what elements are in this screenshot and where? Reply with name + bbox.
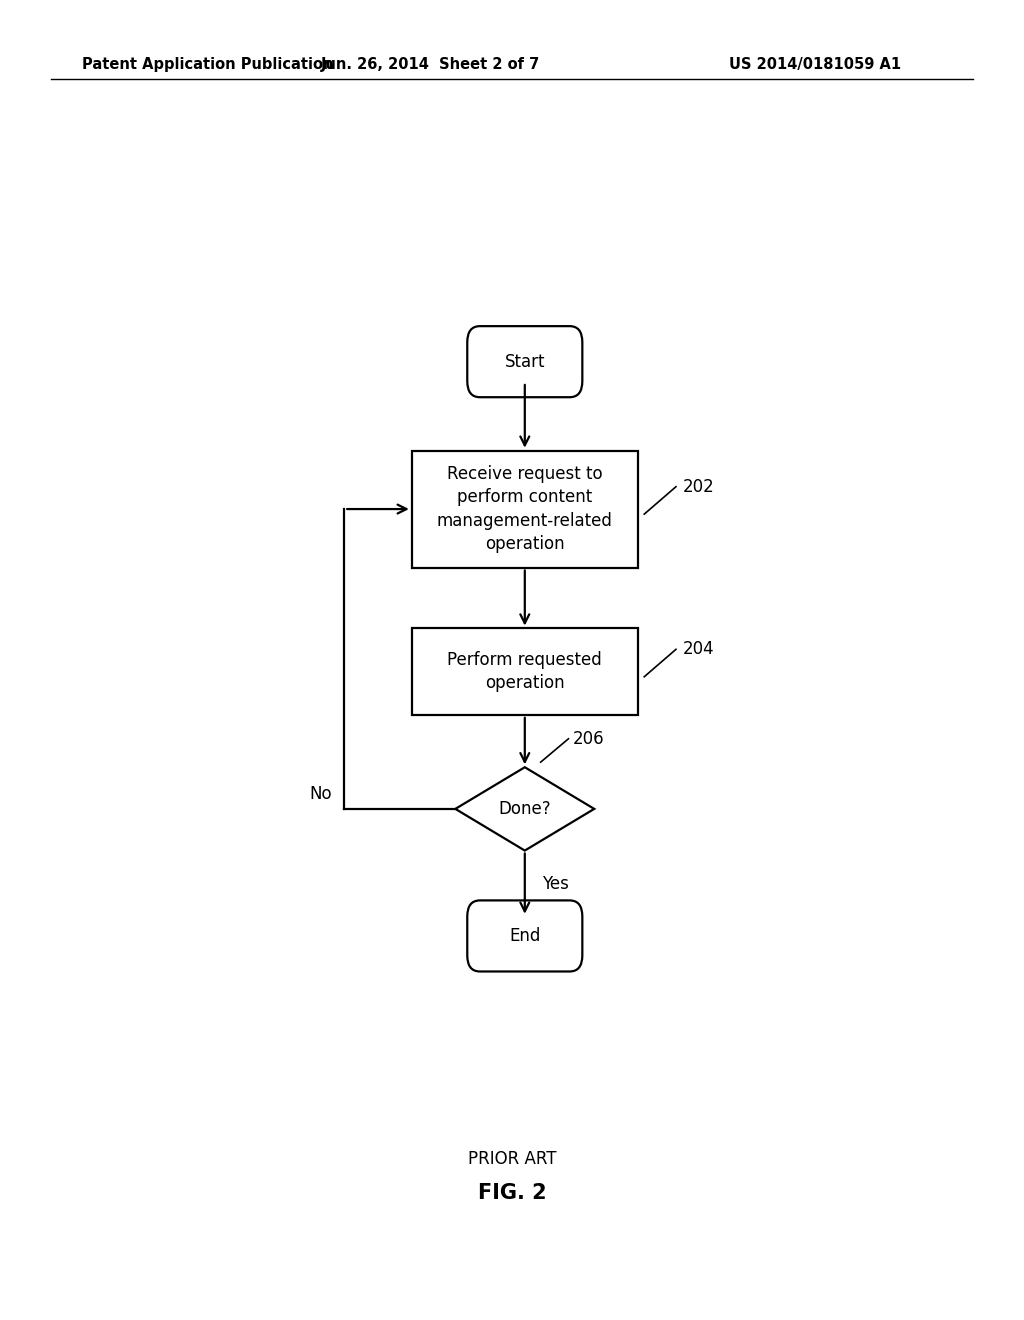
Text: US 2014/0181059 A1: US 2014/0181059 A1 — [729, 57, 901, 73]
Polygon shape — [456, 767, 594, 850]
Text: Done?: Done? — [499, 800, 551, 818]
Text: FIG. 2: FIG. 2 — [477, 1183, 547, 1204]
FancyBboxPatch shape — [467, 326, 583, 397]
Text: PRIOR ART: PRIOR ART — [468, 1150, 556, 1168]
FancyBboxPatch shape — [467, 900, 583, 972]
Text: Start: Start — [505, 352, 545, 371]
Text: Yes: Yes — [543, 875, 569, 892]
Text: 204: 204 — [682, 640, 714, 659]
Text: 206: 206 — [572, 730, 604, 747]
Text: Receive request to
perform content
management-related
operation: Receive request to perform content manag… — [437, 465, 612, 553]
Bar — [412, 628, 638, 715]
Text: End: End — [509, 927, 541, 945]
Text: Jun. 26, 2014  Sheet 2 of 7: Jun. 26, 2014 Sheet 2 of 7 — [321, 57, 540, 73]
Text: No: No — [309, 784, 333, 803]
Text: Patent Application Publication: Patent Application Publication — [82, 57, 334, 73]
Text: 202: 202 — [682, 478, 714, 496]
Text: Perform requested
operation: Perform requested operation — [447, 651, 602, 693]
Bar — [412, 450, 638, 568]
